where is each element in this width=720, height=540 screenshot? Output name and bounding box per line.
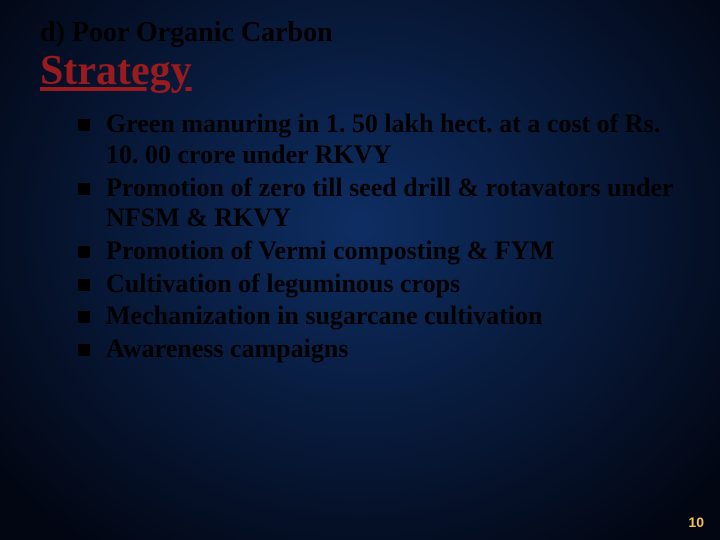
- list-item: Green manuring in 1. 50 lakh hect. at a …: [78, 109, 680, 170]
- square-bullet-icon: [78, 246, 90, 258]
- bullet-text: Green manuring in 1. 50 lakh hect. at a …: [106, 109, 680, 170]
- bullet-text: Promotion of zero till seed drill & rota…: [106, 173, 680, 234]
- list-item: Mechanization in sugarcane cultivation: [78, 301, 680, 332]
- section-heading: d) Poor Organic Carbon: [40, 18, 680, 47]
- bullet-text: Mechanization in sugarcane cultivation: [106, 301, 680, 332]
- list-item: Awareness campaigns: [78, 334, 680, 365]
- subtitle-strategy: Strategy: [40, 47, 680, 95]
- bullet-text: Cultivation of leguminous crops: [106, 269, 680, 300]
- square-bullet-icon: [78, 119, 90, 131]
- square-bullet-icon: [78, 311, 90, 323]
- list-item: Promotion of zero till seed drill & rota…: [78, 173, 680, 234]
- square-bullet-icon: [78, 279, 90, 291]
- square-bullet-icon: [78, 344, 90, 356]
- slide: d) Poor Organic Carbon Strategy Green ma…: [0, 0, 720, 540]
- list-item: Cultivation of leguminous crops: [78, 269, 680, 300]
- square-bullet-icon: [78, 183, 90, 195]
- bullet-list: Green manuring in 1. 50 lakh hect. at a …: [40, 109, 680, 364]
- bullet-text: Promotion of Vermi composting & FYM: [106, 236, 680, 267]
- list-item: Promotion of Vermi composting & FYM: [78, 236, 680, 267]
- page-number: 10: [688, 514, 704, 530]
- bullet-text: Awareness campaigns: [106, 334, 680, 365]
